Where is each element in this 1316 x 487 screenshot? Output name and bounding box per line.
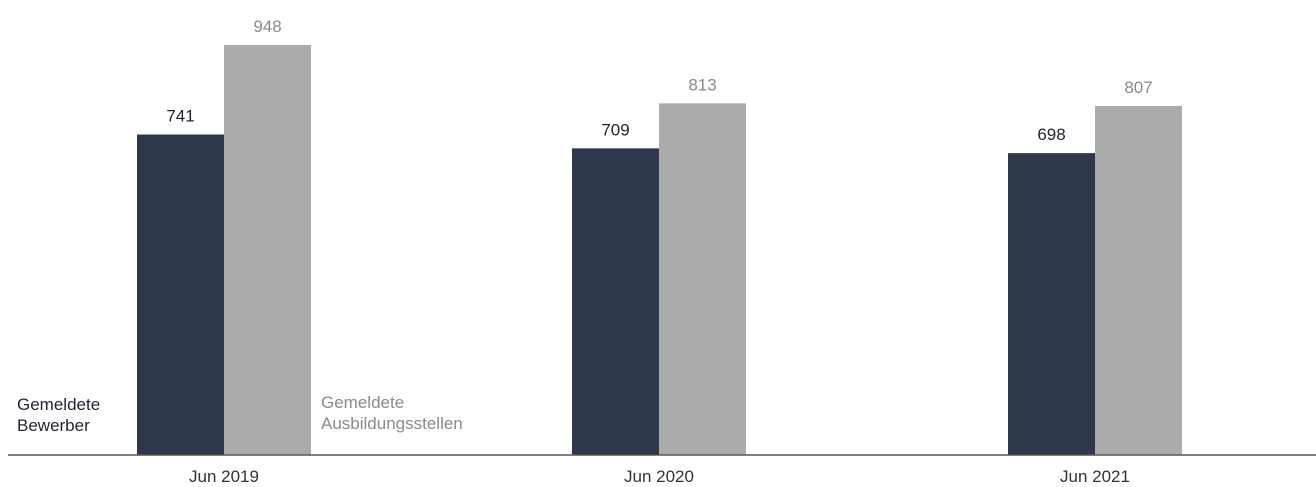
value-label: 709 bbox=[601, 120, 629, 139]
legend-line: Gemeldete bbox=[17, 395, 101, 414]
x-tick-labels-group: Jun 2019 Jun 2020 Jun 2021 bbox=[189, 467, 1130, 486]
value-labels-group: 741 709 698 948 813 807 bbox=[166, 17, 1152, 144]
x-tick-label: Jun 2021 bbox=[1060, 467, 1130, 486]
bar-ausbildungsstellen-jun-2020 bbox=[659, 103, 746, 455]
legend-line: Gemeldete bbox=[321, 393, 405, 412]
legend-line: Ausbildungsstellen bbox=[321, 414, 463, 433]
value-label: 948 bbox=[253, 17, 281, 36]
bar-ausbildungsstellen-jun-2019 bbox=[224, 44, 311, 456]
value-label: 813 bbox=[688, 75, 716, 94]
value-label: 741 bbox=[166, 107, 194, 126]
x-tick-label: Jun 2020 bbox=[624, 467, 694, 486]
bar-ausbildungsstellen-jun-2021 bbox=[1095, 105, 1182, 455]
bars-group bbox=[137, 44, 1182, 456]
legend-label-ausbildungsstellen: Gemeldete Ausbildungsstellen bbox=[321, 392, 463, 434]
legend-line: Bewerber bbox=[17, 416, 90, 435]
value-label: 698 bbox=[1037, 125, 1065, 144]
bar-bewerber-jun-2020 bbox=[572, 148, 659, 456]
bar-bewerber-jun-2019 bbox=[137, 134, 224, 455]
legend-label-bewerber: Gemeldete Bewerber bbox=[17, 394, 100, 436]
bar-bewerber-jun-2021 bbox=[1008, 153, 1095, 456]
x-tick-label: Jun 2019 bbox=[189, 467, 259, 486]
value-label: 807 bbox=[1124, 78, 1152, 97]
